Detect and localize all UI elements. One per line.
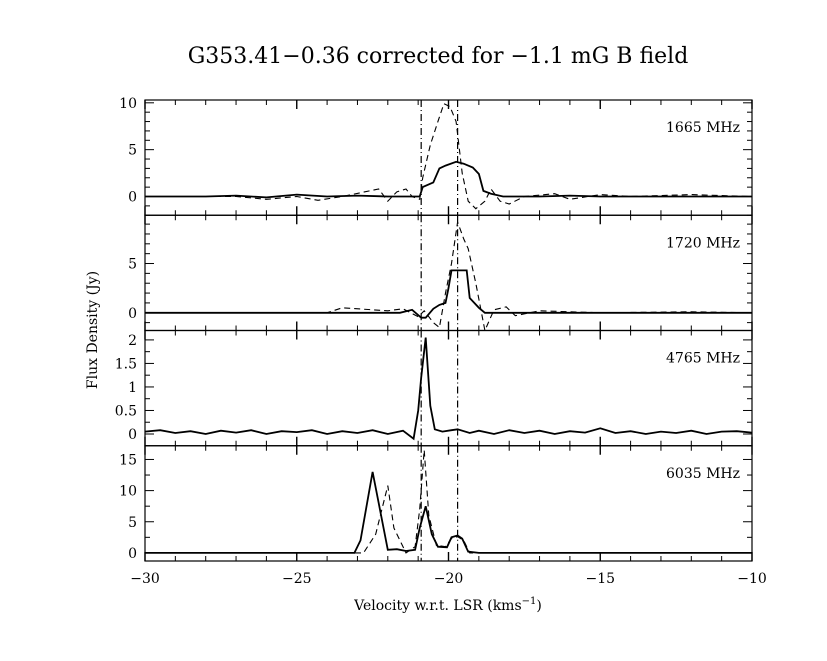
y-tick-label: 0: [128, 427, 137, 443]
x-tick-label: −15: [585, 571, 615, 587]
y-tick-label: 5: [128, 515, 137, 531]
y-tick-label: 1: [128, 380, 137, 396]
y-tick-label: 0: [128, 190, 137, 206]
chart-title: G353.41−0.36 corrected for −1.1 mG B fie…: [188, 44, 689, 69]
y-axis-label: Flux Density (Jy): [85, 271, 101, 389]
y-tick-label: 5: [128, 257, 137, 273]
panel-label: 1665 MHz: [666, 120, 740, 136]
panel-0: 0 5 10 1665 MHz: [119, 96, 753, 216]
y-tick-label: 2: [128, 333, 137, 349]
series-solid: [145, 160, 752, 199]
series-dashed: [145, 102, 753, 210]
x-tick-label: −30: [130, 571, 160, 587]
y-tick-label: 0: [128, 546, 137, 562]
panel-2: 0 0.5 1 1.5 2 4765 MHz: [115, 329, 753, 447]
panel-1: 0 5 1720 MHz: [128, 214, 753, 333]
series-dashed: [145, 450, 752, 554]
panel-frame: [144, 99, 753, 216]
x-tick-label: −20: [434, 571, 464, 587]
y-tick-label: 10: [119, 484, 137, 500]
x-axis-label: Velocity w.r.t. LSR (kms−1): [353, 596, 542, 614]
y-tick-label: 10: [119, 96, 137, 112]
x-tick-label: −25: [282, 571, 312, 587]
y-tick-label: 1.5: [115, 356, 137, 372]
y-tick-label: 5: [128, 143, 137, 159]
x-tick-label: −10: [737, 571, 767, 587]
series-solid: [145, 269, 752, 319]
y-tick-label: 15: [119, 452, 137, 468]
y-tick-label: 0: [128, 306, 137, 322]
series-solid: [145, 471, 752, 554]
panel-label: 6035 MHz: [666, 466, 740, 482]
y-tick-label: 0.5: [115, 403, 137, 419]
panel-label: 4765 MHz: [666, 351, 740, 367]
panel-label: 1720 MHz: [666, 235, 740, 251]
series-solid: [144, 337, 753, 441]
x-tick-labels: −30 −25 −20 −15 −10: [130, 571, 767, 587]
series-dashed: [145, 221, 753, 333]
panel-3: 0 5 10 15 6035 MHz: [119, 445, 753, 562]
panel-frame: [144, 329, 753, 447]
